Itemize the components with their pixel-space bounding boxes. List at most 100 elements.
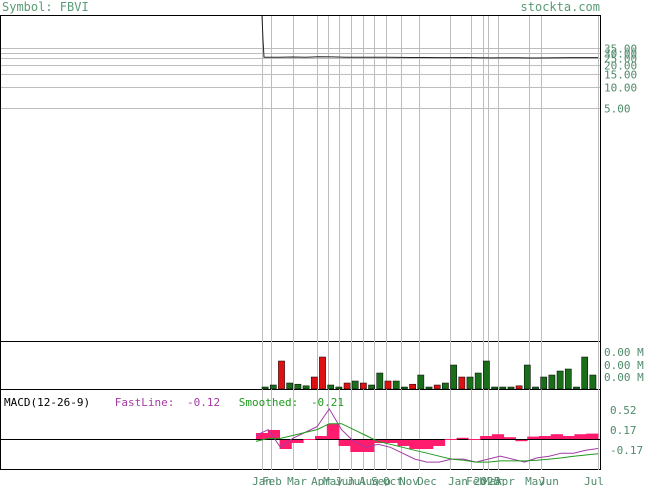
- macd-fastline: [255, 407, 599, 463]
- macd-histogram-bar: [574, 434, 587, 439]
- macd-histogram-bar: [432, 440, 446, 446]
- macd-smoothed-line: [255, 423, 599, 463]
- x-tick-label: Apr: [495, 475, 515, 486]
- macd-histogram-bar: [397, 440, 410, 446]
- volume-bar: [507, 386, 515, 390]
- macd-title: MACD(12-26-9) FastLine: -0.12 Smoothed: …: [4, 396, 344, 409]
- volume-bar: [458, 376, 466, 390]
- macd-tick-label: -0.17: [610, 444, 643, 457]
- price-tick-label: 10.00: [604, 82, 637, 95]
- macd-histogram-bar: [527, 436, 540, 439]
- macd-histogram-bar: [362, 440, 375, 452]
- volume-bar: [310, 376, 318, 390]
- smoothed-value: -0.21: [311, 396, 344, 409]
- price-tick-label: 30.00: [604, 48, 637, 61]
- volume-tick-label: 0.00 M: [604, 346, 644, 359]
- volume-panel: [0, 341, 601, 390]
- x-tick-label: Dec: [417, 475, 437, 486]
- volume-bar: [433, 384, 441, 390]
- volume-bar: [302, 385, 310, 390]
- volume-bar: [499, 386, 507, 390]
- price-tick-label: 5.00: [604, 103, 631, 116]
- volume-bar: [343, 382, 351, 390]
- volume-plot: [261, 356, 597, 390]
- volume-bar: [351, 380, 359, 390]
- fastline-label: FastLine:: [115, 396, 175, 409]
- x-tick-label: May: [323, 475, 343, 486]
- price-tick-label: 25.00: [604, 53, 637, 66]
- x-tick-label: Mar: [483, 475, 503, 486]
- volume-bar: [384, 380, 392, 390]
- macd-histogram-bar: [279, 440, 292, 449]
- macd-histogram-bar: [256, 433, 269, 439]
- volume-bar: [548, 374, 556, 390]
- x-tick-label: 2025: [474, 475, 501, 486]
- volume-bar: [491, 386, 498, 390]
- macd-histogram-bar: [586, 433, 599, 439]
- volume-bar: [450, 364, 457, 390]
- x-tick-label: Jun: [335, 475, 355, 486]
- volume-bar: [327, 384, 335, 390]
- macd-histogram-bar: [539, 436, 552, 439]
- macd-histogram-bar: [562, 436, 575, 439]
- macd-histogram-bar: [491, 434, 505, 439]
- volume-bar: [278, 360, 285, 390]
- x-tick-label: Oct: [383, 475, 403, 486]
- macd-name: MACD(12-26-9): [4, 396, 90, 409]
- macd-histogram-bar: [315, 436, 328, 439]
- macd-histogram-bar: [480, 436, 493, 439]
- macd-histogram-bar: [444, 439, 457, 440]
- volume-bar: [523, 364, 531, 390]
- x-tick-label: May: [525, 475, 545, 486]
- volume-bar: [261, 386, 269, 390]
- x-tick-label: Jul: [584, 475, 604, 486]
- volume-bar: [294, 383, 302, 390]
- volume-bar: [269, 384, 277, 390]
- price-tick-label: 15.00: [604, 69, 637, 82]
- volume-bar: [581, 356, 589, 390]
- volume-bar: [425, 386, 433, 390]
- macd-histogram-bar: [409, 440, 422, 449]
- x-tick-label: Jan: [252, 475, 272, 486]
- x-tick-label: Nov: [399, 475, 419, 486]
- volume-bar: [573, 386, 580, 390]
- volume-axis: 0.00 M0.00 M0.00 M: [604, 346, 644, 384]
- price-gridlines: [1, 48, 600, 109]
- symbol-label: Symbol: FBVI: [2, 0, 89, 14]
- x-tick-label: Sep: [371, 475, 391, 486]
- volume-bar: [335, 386, 343, 390]
- macd-histogram-bar: [291, 440, 304, 443]
- price-tick-label: 35.00: [604, 43, 637, 56]
- volume-bar: [556, 370, 564, 390]
- site-label: stockta.com: [521, 0, 600, 14]
- macd-histogram-bar: [503, 437, 516, 439]
- macd-tick-label: 0.17: [610, 424, 637, 437]
- volume-bar: [589, 374, 597, 390]
- volume-bar: [474, 372, 482, 390]
- volume-bar: [515, 385, 523, 390]
- volume-bar: [286, 382, 294, 390]
- macd-histogram-bar: [350, 440, 363, 452]
- macd-panel: [0, 389, 601, 470]
- volume-bar: [540, 376, 548, 390]
- volume-bar: [392, 380, 400, 390]
- macd-histogram-bar: [468, 439, 481, 440]
- volume-bar: [483, 360, 490, 390]
- x-tick-label: Apr: [311, 475, 331, 486]
- macd-axis: 0.52 0.17 -0.17: [1, 404, 643, 457]
- volume-bar: [532, 386, 539, 390]
- volume-bar: [401, 386, 408, 390]
- vertical-gridlines: [262, 16, 599, 470]
- macd-histogram-bar: [421, 440, 434, 449]
- volume-bar: [319, 356, 326, 390]
- x-tick-label: Jan: [448, 475, 468, 486]
- macd-histogram-bar: [385, 440, 398, 443]
- volume-bar: [564, 368, 572, 390]
- macd-histogram-bar: [303, 439, 316, 440]
- volume-bar: [376, 372, 384, 390]
- macd-histogram-bar: [456, 437, 469, 439]
- x-tick-label: Feb: [466, 475, 486, 486]
- macd-histogram-bar: [267, 430, 280, 439]
